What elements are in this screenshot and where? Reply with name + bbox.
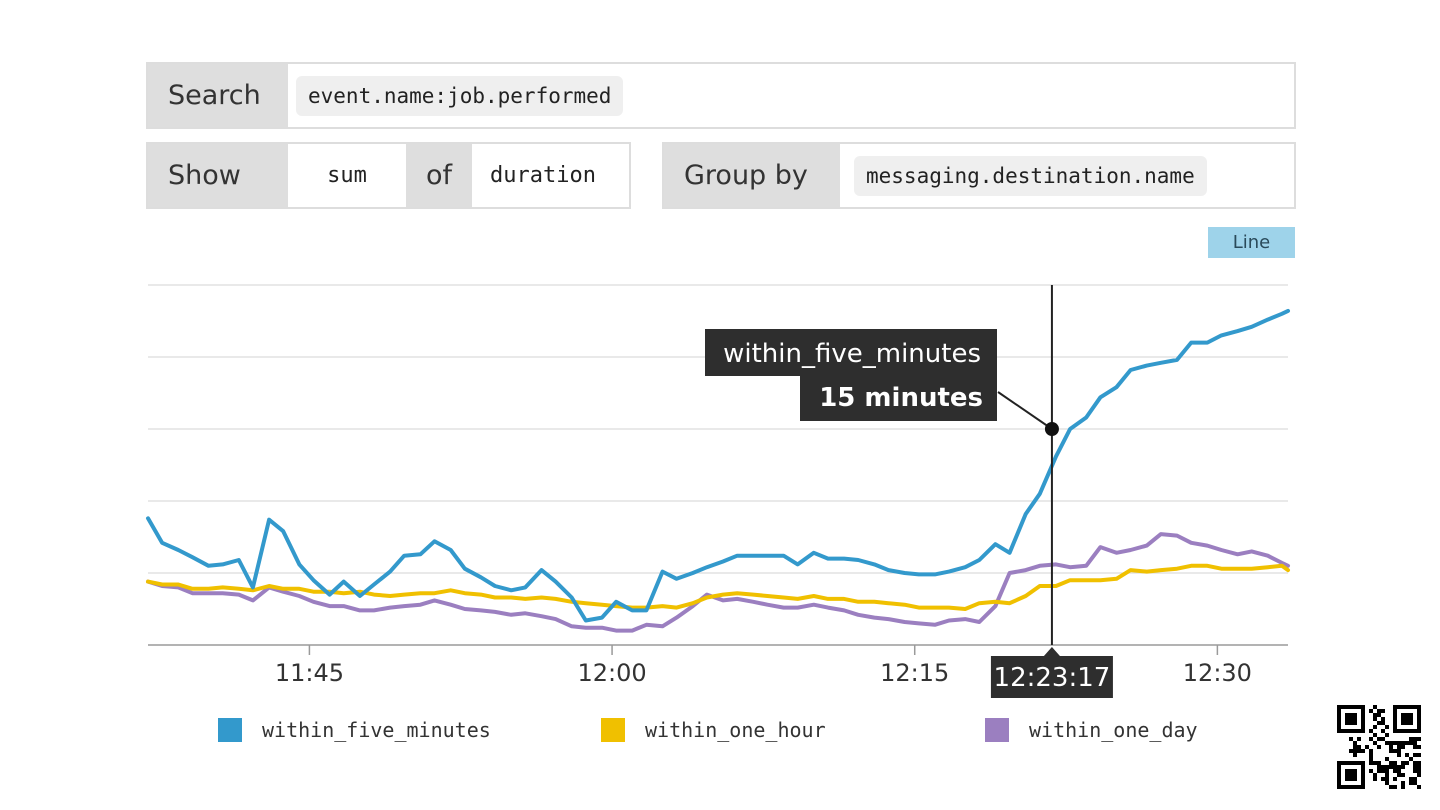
legend-label: within_one_hour (645, 718, 826, 742)
legend-item-within-five-minutes[interactable]: within_five_minutes (218, 718, 491, 742)
time-label-pointer (1043, 647, 1060, 656)
x-tick-label: 12:15 (880, 659, 949, 687)
time-label-box (990, 656, 1113, 698)
x-tick-label: 11:45 (275, 659, 344, 687)
series-line-within-one-hour (146, 563, 1290, 611)
show-label: Show (148, 144, 288, 207)
aggregate-select[interactable]: sum (327, 163, 367, 188)
legend-swatch (218, 718, 242, 742)
x-tick-label: 12:00 (577, 659, 646, 687)
series-line-within-five-minutes (146, 308, 1290, 623)
legend-label: within_one_day (1029, 718, 1198, 742)
search-query-chip[interactable]: event.name:job.performed (296, 75, 624, 116)
field-select[interactable]: duration (490, 163, 596, 188)
group-by-chip[interactable]: messaging.destination.name (854, 155, 1207, 196)
tooltip-value: 15 minutes (819, 383, 983, 413)
hover-time-label: 12:23:17 (994, 663, 1111, 693)
search-label: Search (148, 64, 288, 127)
tooltip-leader-line (997, 391, 1053, 430)
tooltip-value-box (800, 374, 997, 421)
group-by-label: Group by (664, 144, 840, 207)
qr-code-icon (1337, 705, 1421, 789)
legend-item-within-one-hour[interactable]: within_one_hour (601, 718, 826, 742)
series-line-within-one-day (146, 532, 1290, 633)
hover-point (1044, 422, 1059, 436)
chart-type-toggle[interactable]: Line (1208, 227, 1295, 258)
legend-swatch (601, 718, 625, 742)
of-label: of (406, 144, 472, 207)
legend-label: within_five_minutes (262, 718, 491, 742)
show-aggregate-row: Show sum of duration (146, 142, 631, 209)
search-bar[interactable]: Search event.name:job.performed (146, 62, 1296, 129)
legend-item-within-one-day[interactable]: within_one_day (985, 718, 1198, 742)
tooltip-series-name: within_five_minutes (723, 339, 981, 369)
x-tick-label: 12:30 (1183, 659, 1252, 687)
legend-swatch (985, 718, 1009, 742)
group-by-row: Group by messaging.destination.name (662, 142, 1296, 209)
tooltip-series-box (705, 329, 997, 376)
